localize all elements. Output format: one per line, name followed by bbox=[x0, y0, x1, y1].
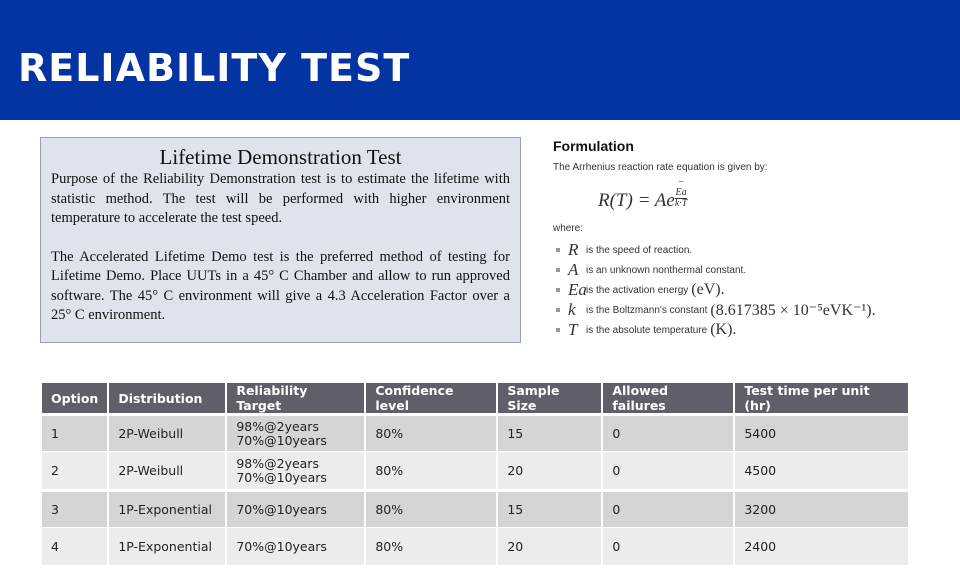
variable-symbol: A bbox=[568, 260, 579, 279]
bullet-icon bbox=[556, 328, 560, 332]
variable-unit: (8.617385 × 10⁻⁵eVK⁻¹). bbox=[710, 302, 876, 319]
exp-denominator: k·T bbox=[674, 197, 688, 209]
variable-unit: (K). bbox=[710, 321, 737, 338]
variable-desc: is the absolute temperature bbox=[586, 324, 708, 336]
variable-unit: (eV). bbox=[691, 281, 725, 298]
lifetime-demo-textbox: Lifetime Demonstration Test Purpose of t… bbox=[40, 137, 521, 343]
bullet-icon bbox=[556, 288, 560, 292]
where-label: where: bbox=[553, 223, 584, 234]
exp-numerator: Ea bbox=[674, 186, 688, 199]
table-cell: 20 bbox=[498, 451, 602, 489]
column-header: Sample Size bbox=[498, 383, 602, 413]
table-cell: 0 bbox=[603, 451, 734, 489]
variable-item: k is the Boltzmann's constant (8.617385 × … bbox=[553, 300, 933, 320]
table-cell: 4 bbox=[42, 527, 108, 565]
exponent-fraction: − Ea k·T bbox=[674, 176, 688, 209]
table-cell: 3200 bbox=[735, 489, 909, 527]
table-cell: 1P-Exponential bbox=[109, 489, 226, 527]
table-cell: 20 bbox=[498, 527, 602, 565]
test-options-table: Option Distribution Reliability Target Conf… bbox=[40, 383, 910, 565]
bullet-icon bbox=[556, 308, 560, 312]
table-cell: 70%@10years bbox=[227, 527, 365, 565]
column-header: Reliability Target bbox=[227, 383, 365, 413]
formulation-intro: The Arrhenius reaction rate equation is … bbox=[553, 162, 768, 173]
title-banner: RELIABILITY TEST bbox=[0, 0, 960, 120]
table-cell: 98%@2years 70%@10years bbox=[227, 413, 365, 451]
variable-symbol: R bbox=[568, 240, 579, 259]
table-row: 4 1P-Exponential 70%@10years 80% 20 0 2400 bbox=[42, 527, 909, 565]
equation-lhs: R(T) = Ae bbox=[598, 190, 675, 211]
variable-desc: is the Boltzmann's constant bbox=[586, 304, 708, 316]
table-cell: 2P-Weibull bbox=[109, 451, 226, 489]
column-header: Distribution bbox=[109, 383, 226, 413]
table-cell: 2P-Weibull bbox=[109, 413, 226, 451]
variable-desc: is the activation energy bbox=[586, 284, 689, 296]
textbox-title: Lifetime Demonstration Test bbox=[159, 145, 402, 169]
column-header: Option bbox=[42, 383, 108, 413]
bullet-icon bbox=[556, 268, 560, 272]
column-header: Allowed failures bbox=[603, 383, 734, 413]
variable-item: Ea is the activation energy (eV). bbox=[553, 280, 933, 300]
column-header: Test time per unit (hr) bbox=[735, 383, 909, 413]
table-cell: 5400 bbox=[735, 413, 909, 451]
bullet-icon bbox=[556, 248, 560, 252]
variable-desc: is an unknown nonthermal constant. bbox=[586, 264, 747, 276]
variable-symbol: Ea bbox=[568, 280, 587, 299]
table-cell: 2 bbox=[42, 451, 108, 489]
formulation-panel: Formulation The Arrhenius reaction rate … bbox=[553, 138, 933, 340]
table-row: 3 1P-Exponential 70%@10years 80% 15 0 3200 bbox=[42, 489, 909, 527]
accelerated-paragraph: The Accelerated Lifetime Demo test is th… bbox=[51, 248, 510, 324]
purpose-paragraph: Purpose of the Reliability Demonstration… bbox=[51, 171, 510, 226]
table-row: 2 2P-Weibull 98%@2years 70%@10years 80% 20 0 4… bbox=[42, 451, 909, 489]
table-cell: 80% bbox=[366, 489, 497, 527]
table-cell: 80% bbox=[366, 451, 497, 489]
variable-desc: is the speed of reaction. bbox=[586, 244, 693, 256]
table-row: 1 2P-Weibull 98%@2years 70%@10years 80% 15 0 5… bbox=[42, 413, 909, 451]
table-cell: 0 bbox=[603, 527, 734, 565]
table-cell: 70%@10years bbox=[227, 489, 365, 527]
table-cell: 3 bbox=[42, 489, 108, 527]
table-cell: 2400 bbox=[735, 527, 909, 565]
arrhenius-equation: R(T) = Ae − Ea k·T bbox=[598, 177, 933, 219]
table-cell: 0 bbox=[603, 413, 734, 451]
table-cell: 98%@2years 70%@10years bbox=[227, 451, 365, 489]
variable-symbol: k bbox=[568, 300, 576, 319]
table-cell: 80% bbox=[366, 527, 497, 565]
table-cell: 4500 bbox=[735, 451, 909, 489]
table-cell: 15 bbox=[498, 489, 602, 527]
variable-symbol: T bbox=[568, 320, 578, 339]
column-header: Confidence level bbox=[366, 383, 497, 413]
table-cell: 80% bbox=[366, 413, 497, 451]
table-cell: 1 bbox=[42, 413, 108, 451]
formulation-heading: Formulation bbox=[553, 138, 634, 154]
table-cell: 15 bbox=[498, 413, 602, 451]
table-cell: 0 bbox=[603, 489, 734, 527]
slide-title: RELIABILITY TEST bbox=[18, 46, 411, 90]
table-cell: 1P-Exponential bbox=[109, 527, 226, 565]
table-header-row: Option Distribution Reliability Target Conf… bbox=[42, 383, 909, 413]
